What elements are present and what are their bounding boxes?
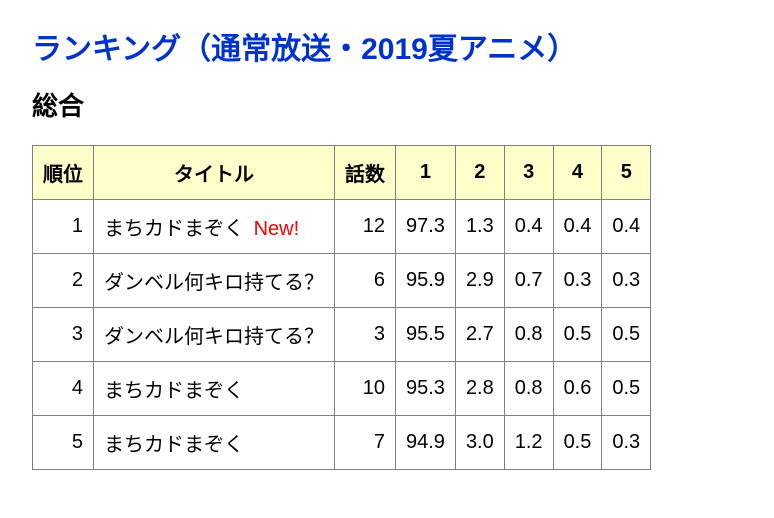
cell-val-1: 95.5 <box>396 308 456 362</box>
col-4: 4 <box>553 146 602 200</box>
page-title: ランキング（通常放送・2019夏アニメ） <box>32 24 742 68</box>
title-text: まちカドまぞく <box>104 218 244 240</box>
col-3: 3 <box>504 146 553 200</box>
cell-episodes: 10 <box>335 362 396 416</box>
cell-val-3: 1.2 <box>504 416 553 470</box>
cell-val-1: 94.9 <box>396 416 456 470</box>
cell-val-5: 0.5 <box>602 308 651 362</box>
table-row: 5 まちカドまぞく 794.93.01.20.50.3 <box>33 416 651 470</box>
cell-val-4: 0.5 <box>553 416 602 470</box>
cell-rank: 5 <box>33 416 94 470</box>
title-text: まちカドまぞく <box>104 434 244 456</box>
cell-val-3: 0.4 <box>504 200 553 254</box>
cell-rank: 2 <box>33 254 94 308</box>
cell-val-5: 0.3 <box>602 254 651 308</box>
cell-val-2: 1.3 <box>455 200 504 254</box>
cell-val-2: 3.0 <box>455 416 504 470</box>
col-5: 5 <box>602 146 651 200</box>
cell-val-3: 0.7 <box>504 254 553 308</box>
cell-val-5: 0.4 <box>602 200 651 254</box>
cell-val-4: 0.4 <box>553 200 602 254</box>
title-text: ダンベル何キロ持てる？ <box>104 272 324 294</box>
cell-rank: 4 <box>33 362 94 416</box>
cell-val-5: 0.5 <box>602 362 651 416</box>
title-text: まちカドまぞく <box>104 380 244 402</box>
cell-rank: 3 <box>33 308 94 362</box>
table-header-row: 順位 タイトル 話数 1 2 3 4 5 <box>33 146 651 200</box>
col-title: タイトル <box>94 146 335 200</box>
col-2: 2 <box>455 146 504 200</box>
cell-val-4: 0.6 <box>553 362 602 416</box>
cell-val-2: 2.7 <box>455 308 504 362</box>
cell-episodes: 6 <box>335 254 396 308</box>
cell-title: まちカドまぞく New! <box>94 200 335 254</box>
table-row: 4 まちカドまぞく 1095.32.80.80.60.5 <box>33 362 651 416</box>
cell-episodes: 12 <box>335 200 396 254</box>
cell-episodes: 7 <box>335 416 396 470</box>
cell-rank: 1 <box>33 200 94 254</box>
table-row: 2ダンベル何キロ持てる？695.92.90.70.30.3 <box>33 254 651 308</box>
cell-val-3: 0.8 <box>504 362 553 416</box>
cell-val-2: 2.8 <box>455 362 504 416</box>
cell-val-1: 95.3 <box>396 362 456 416</box>
cell-val-1: 95.9 <box>396 254 456 308</box>
ranking-table: 順位 タイトル 話数 1 2 3 4 5 1まちカドまぞく New!1297.3… <box>32 145 651 470</box>
new-badge: New! <box>254 218 300 240</box>
cell-val-4: 0.5 <box>553 308 602 362</box>
table-row: 3ダンベル何キロ持てる？395.52.70.80.50.5 <box>33 308 651 362</box>
col-1: 1 <box>396 146 456 200</box>
title-text: ダンベル何キロ持てる？ <box>104 326 324 348</box>
cell-val-1: 97.3 <box>396 200 456 254</box>
cell-val-4: 0.3 <box>553 254 602 308</box>
cell-val-5: 0.3 <box>602 416 651 470</box>
col-rank: 順位 <box>33 146 94 200</box>
cell-val-2: 2.9 <box>455 254 504 308</box>
cell-title: まちカドまぞく <box>94 362 335 416</box>
table-row: 1まちカドまぞく New!1297.31.30.40.40.4 <box>33 200 651 254</box>
sub-title: 総合 <box>32 86 742 123</box>
cell-episodes: 3 <box>335 308 396 362</box>
cell-title: ダンベル何キロ持てる？ <box>94 308 335 362</box>
cell-title: ダンベル何キロ持てる？ <box>94 254 335 308</box>
cell-title: まちカドまぞく <box>94 416 335 470</box>
col-episodes: 話数 <box>335 146 396 200</box>
cell-val-3: 0.8 <box>504 308 553 362</box>
